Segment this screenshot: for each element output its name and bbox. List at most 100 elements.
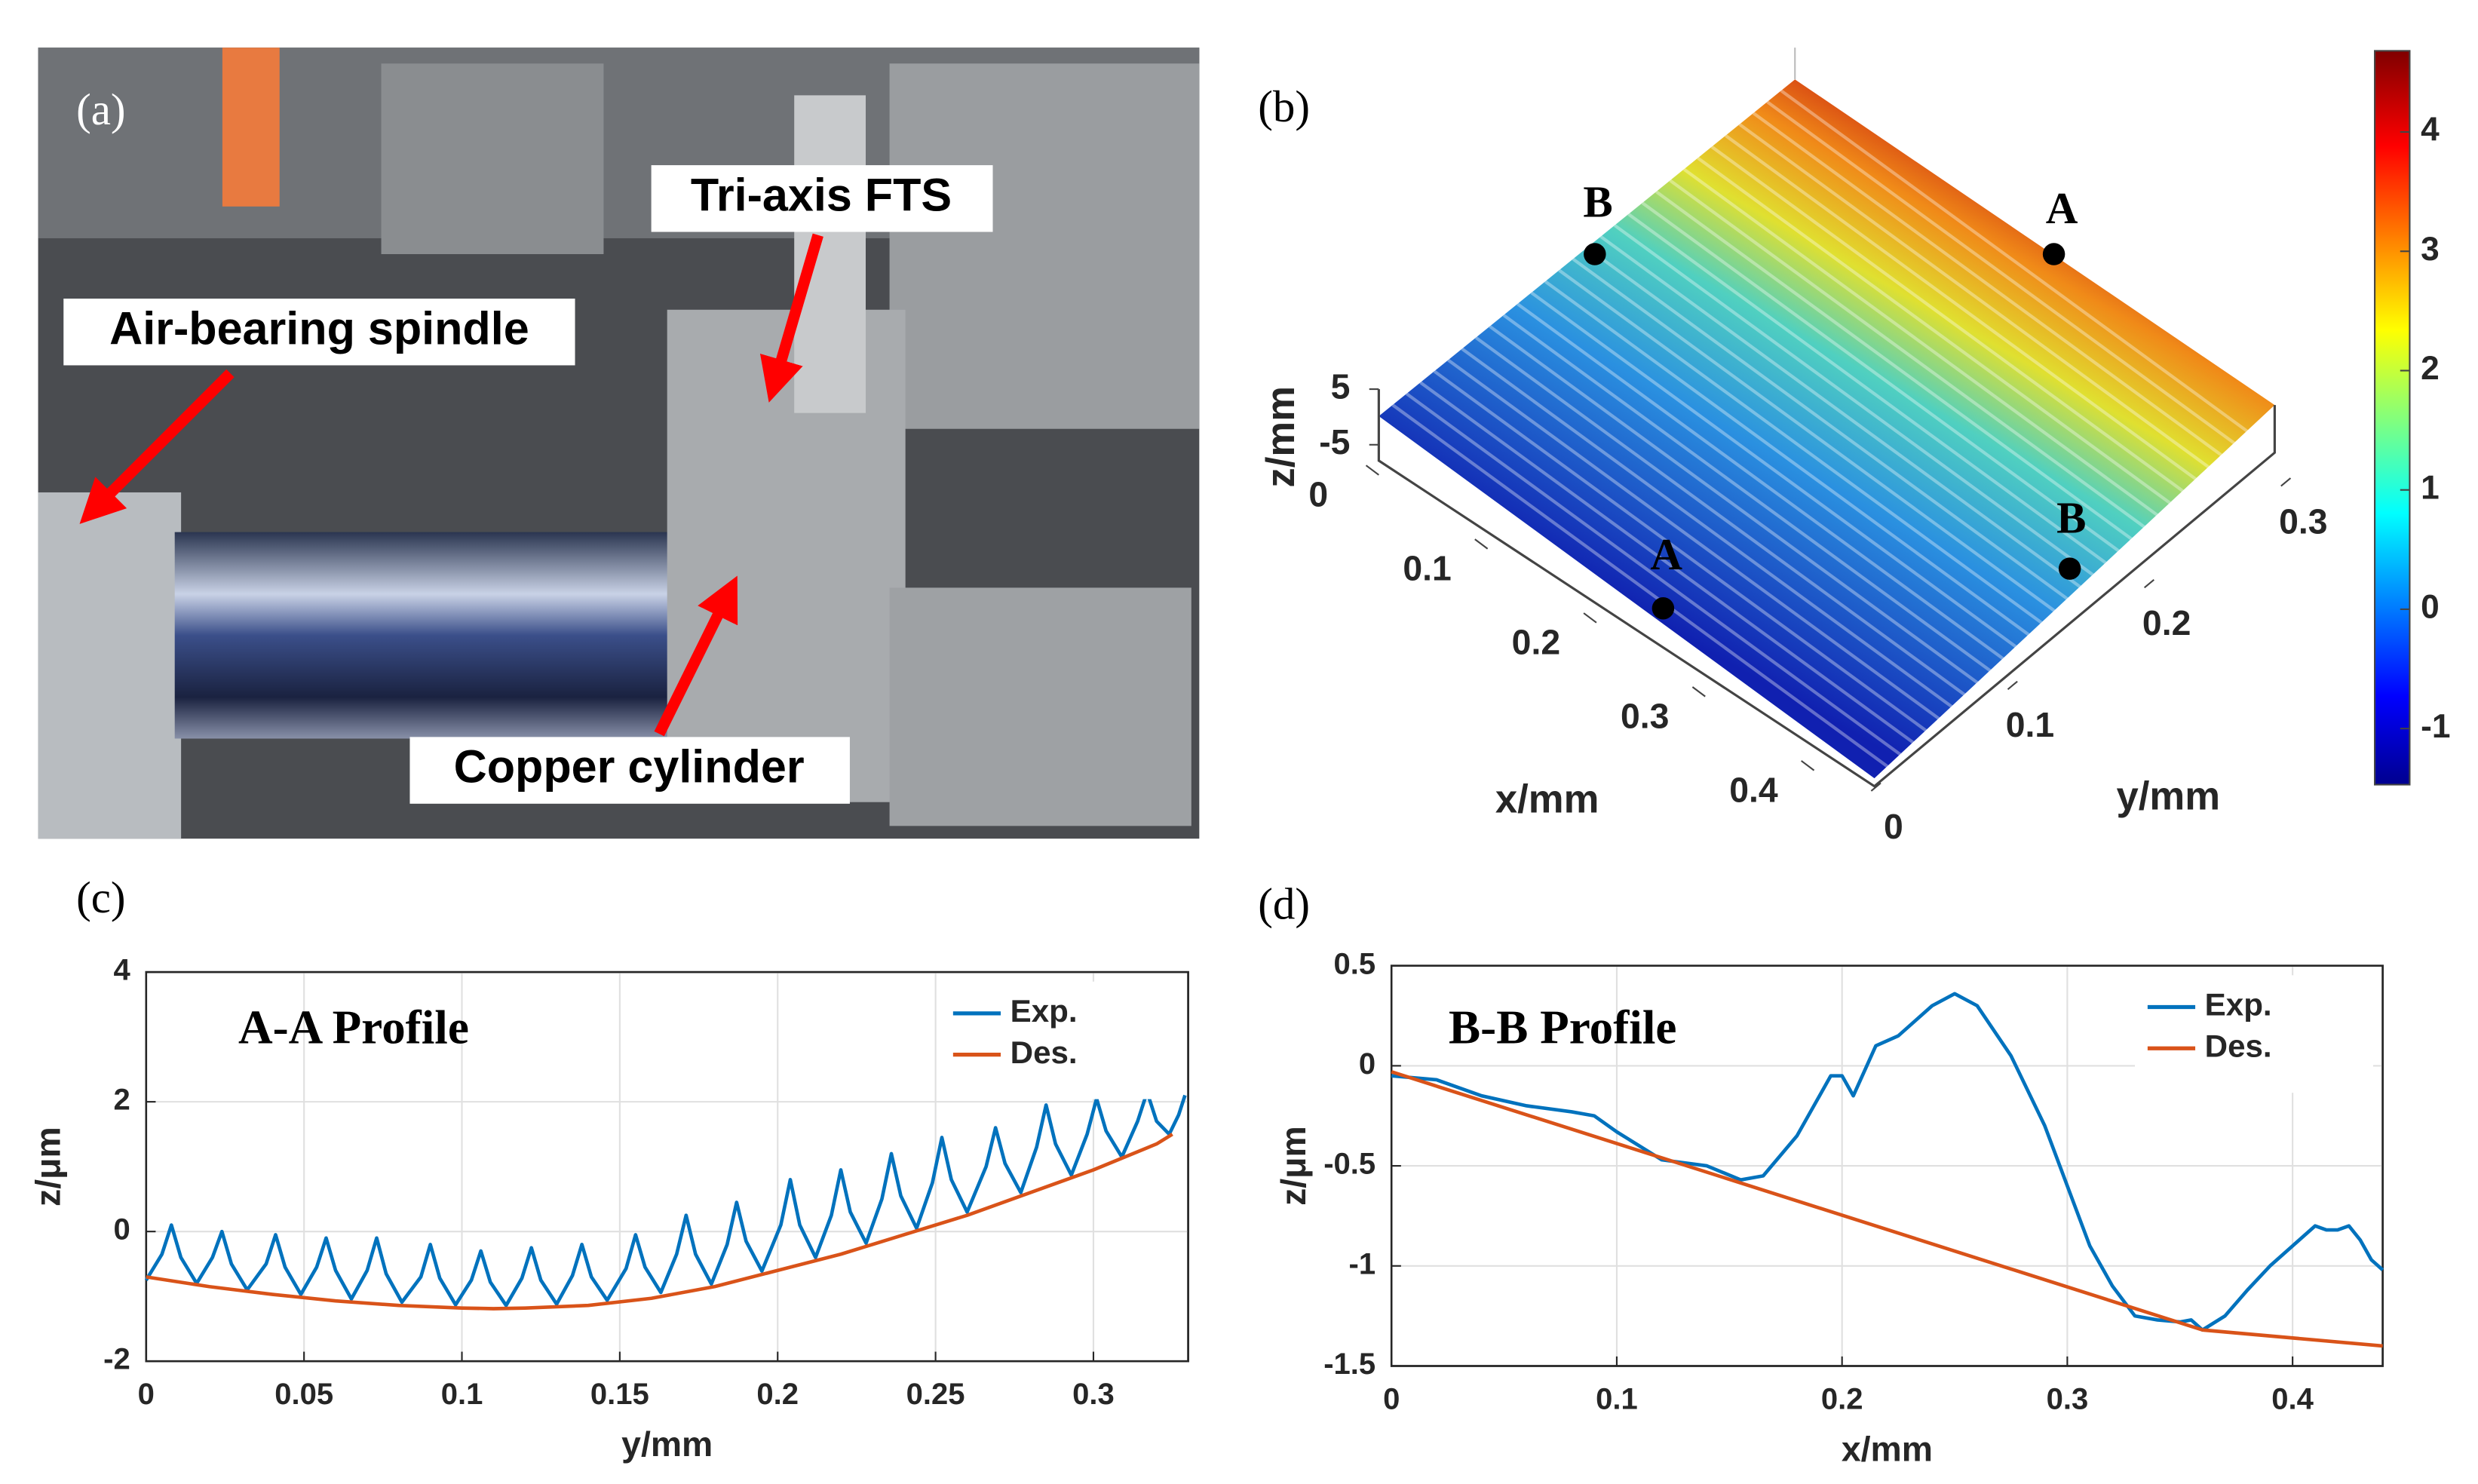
surface-ridge [1655,190,2153,556]
annotation: A-A Profile [238,1001,469,1054]
y-tick-label: -0.5 [1323,1148,1375,1181]
x-tick [1583,612,1597,624]
surface-ridge [1530,291,2029,657]
label-box [651,165,993,232]
y-axis-label: z/μm [1274,1126,1313,1206]
y-tick-label: 0 [1884,807,1903,846]
legend [2135,975,2373,1093]
surface-ridge [1599,235,2098,600]
colorbar-tick-label: -1 [2421,708,2450,745]
x-tick-label: 0 [1308,475,1328,514]
data-line [1391,992,2384,1332]
surface-ridge [1572,257,2070,623]
arrow [759,233,823,403]
surface-ridge [1405,392,1903,758]
panel-label: (c) [76,872,125,922]
plot-frame [145,970,1189,1363]
label: Air-bearing spindle [109,302,529,354]
annotation: A [1650,529,1682,579]
point-marker [2042,243,2066,265]
data-line [146,1133,1173,1311]
machine-side [889,63,1200,429]
x-tick-label: 0.4 [1729,770,1778,809]
colorbar-tick-label: 4 [2421,112,2440,149]
point-marker [1651,597,1675,620]
y-tick-label: 0 [113,1213,130,1246]
axis-box [1377,389,2276,788]
x-tick-label: 0.3 [2047,1382,2089,1415]
surface-ridge [1391,403,1890,768]
surface-ridge [1780,89,2278,455]
surface-ridge [1474,336,1973,701]
y-tick-label: 0.2 [2142,603,2191,642]
x-tick [1691,686,1706,698]
tool-holder [381,63,604,255]
x-axis-label: y/mm [621,1424,713,1464]
surface-ridge [1725,134,2222,499]
surface-ridge [1738,123,2237,488]
label-box [409,737,850,804]
legend-label: Exp. [1011,993,1078,1029]
x-tick [1801,760,1815,771]
y-tick-label: -1.5 [1323,1348,1375,1381]
y-axis-label: y/mm [2116,774,2220,818]
legend-label: Des. [1011,1035,1078,1070]
base-plate [889,587,1191,826]
x-axis-label: x/mm [1842,1429,1933,1468]
surface-ridge [1433,369,1931,735]
point-marker [2058,557,2081,580]
x-tick [1365,465,1379,476]
data-line [1391,1070,2383,1348]
x-tick-label: 0 [138,1378,155,1411]
colorbar-tick-label: 0 [2421,589,2440,626]
panel-label: (b) [1258,81,1310,131]
colorbar-tick-label: 2 [2421,350,2440,387]
label-box [63,299,575,366]
y-tick-label: 0.1 [2006,705,2054,744]
x-tick-label: 0.05 [274,1378,333,1411]
surface-ridge [1419,381,1917,747]
surface-ridge [1502,314,2001,679]
x-tick-label: 0.2 [1821,1382,1863,1415]
legend [940,981,1179,1099]
x-tick-label: 0.1 [1596,1382,1638,1415]
y-tick-label: -1 [1349,1247,1376,1280]
label: Copper cylinder [454,741,805,793]
x-tick-label: 0.2 [1512,622,1560,661]
surface-ridge [1613,224,2112,589]
annotation: B [1583,176,1612,226]
y-tick-label: 4 [113,954,130,987]
x-tick [1474,538,1489,550]
x-tick-label: 0 [1383,1382,1400,1415]
surface-ridge [1586,246,2084,612]
plot-frame [1390,964,2384,1367]
annotation: A [2046,183,2078,233]
surface-ridge [1489,325,1986,690]
data-line [144,1090,1187,1308]
x-axis-label: x/mm [1495,777,1599,822]
x-tick-label: 0.3 [1072,1378,1115,1411]
colorbar [2374,50,2411,786]
y-tick-label: 0 [1359,1047,1375,1081]
x-tick-label: 0.15 [590,1378,649,1411]
y-tick [1870,782,1882,792]
y-axis-label: z/μm [29,1127,68,1207]
colorbar-tick-label: 1 [2421,469,2440,506]
annotation: B [2056,493,2086,543]
fts-block [667,309,906,802]
surface-ridge [1447,358,1945,724]
surface-ridge [1558,268,2056,634]
x-tick-label: 0.4 [2271,1382,2314,1415]
panel-label: (a) [76,84,125,134]
surface-ridge [1461,347,1959,713]
panel-label: (d) [1258,878,1310,928]
spindle-face [38,492,182,839]
legend-label: Exp. [2205,987,2272,1023]
fts-column [794,95,866,413]
z-tick-label: -5 [1319,422,1350,461]
surface-ridge [1517,302,2014,667]
z-axis-label: z/mm [1259,386,1303,488]
arrow [654,575,738,737]
